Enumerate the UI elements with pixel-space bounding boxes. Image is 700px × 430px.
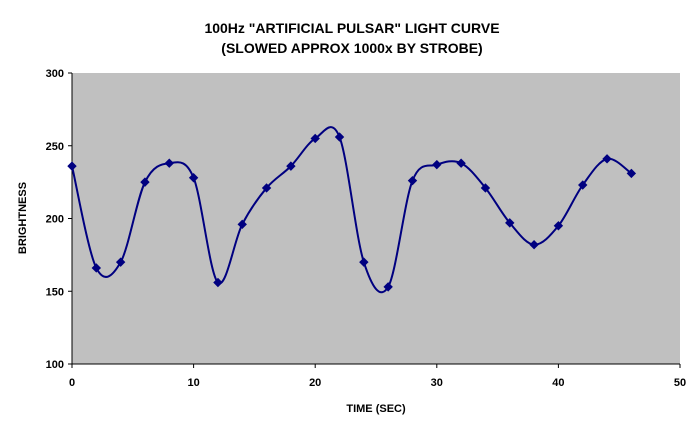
data-point (480, 183, 491, 193)
y-tick-label: 200 (46, 214, 64, 226)
y-tick-label: 100 (46, 359, 64, 371)
data-point (213, 277, 223, 288)
data-point (188, 173, 199, 183)
data-point (237, 219, 247, 230)
x-tick-label: 20 (309, 377, 321, 389)
chart-subtitle: (SLOWED APPROX 1000x BY STROBE) (221, 40, 482, 56)
data-point (578, 180, 588, 190)
series-layer (67, 126, 637, 294)
y-tick-label: 300 (46, 68, 64, 80)
y-axis-ticks: 100 150 200 250 300 (46, 68, 72, 371)
data-point (140, 177, 150, 187)
data-point (432, 159, 442, 170)
data-point (383, 282, 393, 292)
data-point (115, 257, 126, 267)
data-point (529, 239, 539, 250)
x-axis-label: TIME (SEC) (346, 403, 406, 415)
y-tick-label: 250 (46, 141, 64, 153)
data-point (456, 158, 466, 168)
data-point (626, 168, 637, 179)
x-tick-label: 40 (552, 377, 564, 389)
plot-area (72, 73, 680, 364)
x-axis-ticks: 0 10 20 30 40 50 (69, 364, 686, 389)
x-tick-label: 0 (69, 377, 75, 389)
data-point (67, 161, 77, 171)
data-point (359, 257, 369, 267)
x-tick-label: 10 (187, 377, 199, 389)
data-point (553, 221, 564, 231)
data-point (261, 183, 272, 193)
y-axis-label: BRIGHTNESS (17, 182, 29, 254)
x-tick-label: 50 (674, 377, 686, 389)
data-point (91, 263, 102, 273)
data-point (505, 218, 515, 228)
chart-title: 100Hz "ARTIFICIAL PULSAR" LIGHT CURVE (204, 20, 499, 36)
y-tick-label: 150 (46, 286, 64, 298)
data-point (334, 132, 345, 142)
x-tick-label: 30 (431, 377, 443, 389)
data-point (602, 154, 612, 164)
data-point (407, 175, 418, 186)
data-point (310, 133, 320, 144)
data-point (286, 161, 296, 171)
data-point (164, 158, 174, 168)
